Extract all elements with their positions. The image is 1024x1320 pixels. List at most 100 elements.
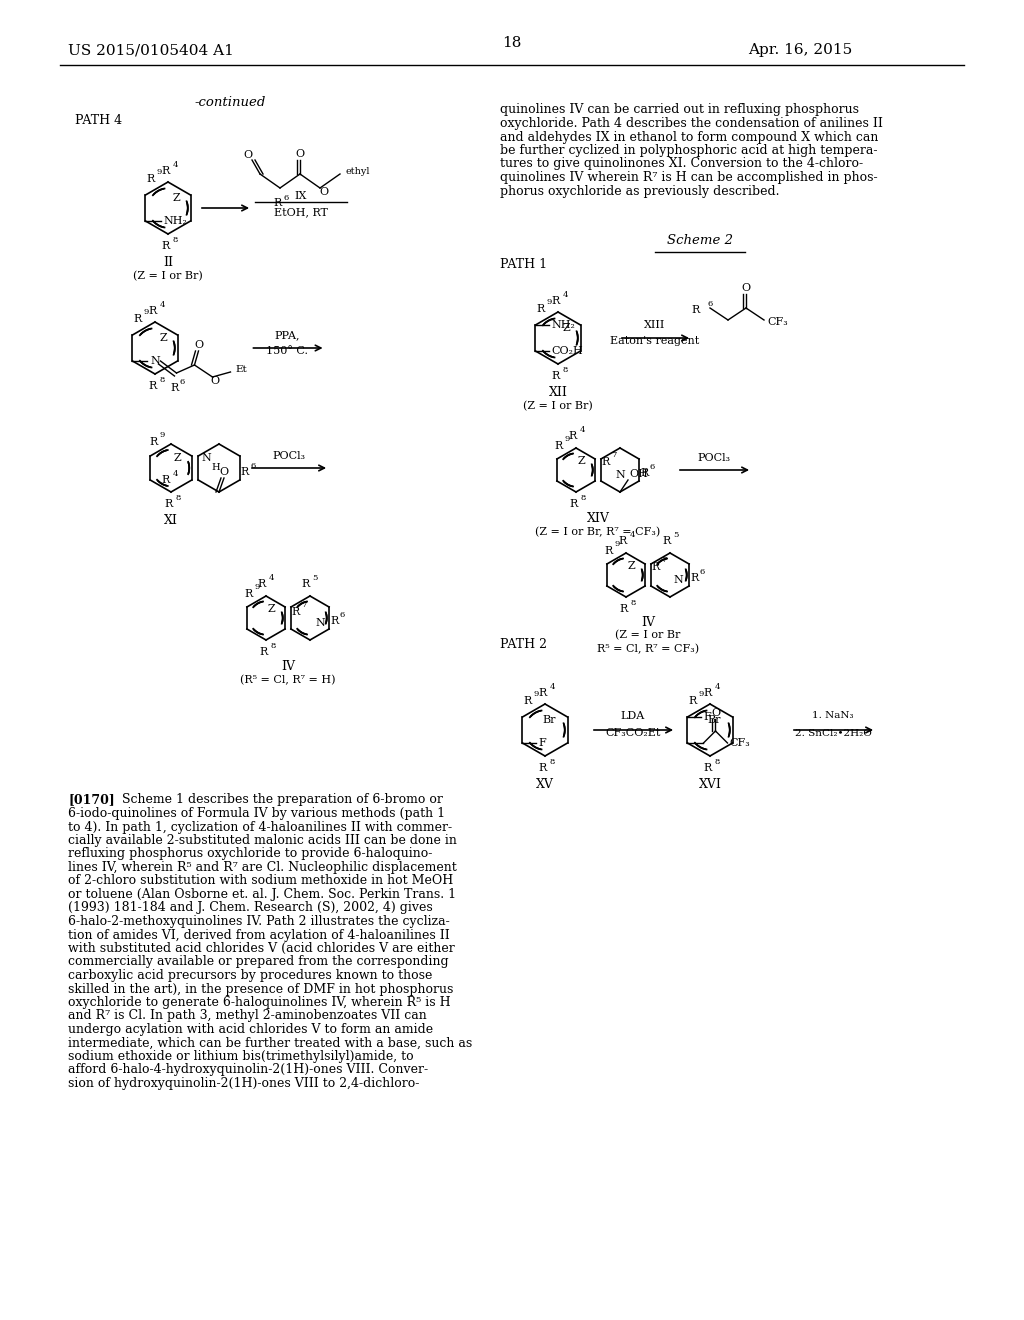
Text: 1. NaN₃: 1. NaN₃ <box>812 711 854 721</box>
Text: Scheme 1 describes the preparation of 6-bromo or: Scheme 1 describes the preparation of 6-… <box>114 793 442 807</box>
Text: 8: 8 <box>631 599 636 607</box>
Text: oxychloride to generate 6-haloquinolines IV, wherein R⁵ is H: oxychloride to generate 6-haloquinolines… <box>68 997 451 1008</box>
Text: Scheme 2: Scheme 2 <box>667 234 733 247</box>
Text: 6: 6 <box>649 463 654 471</box>
Text: ethyl: ethyl <box>346 168 371 177</box>
Text: NH₂: NH₂ <box>164 216 187 226</box>
Text: of 2-chloro substitution with sodium methoxide in hot MeOH: of 2-chloro substitution with sodium met… <box>68 874 454 887</box>
Text: 6: 6 <box>339 611 345 619</box>
Text: and R⁷ is Cl. In path 3, methyl 2-aminobenzoates VII can: and R⁷ is Cl. In path 3, methyl 2-aminob… <box>68 1010 427 1023</box>
Text: R: R <box>689 696 697 706</box>
Text: CO₂H: CO₂H <box>552 346 584 356</box>
Text: Et: Et <box>236 366 247 375</box>
Text: 8: 8 <box>715 758 720 766</box>
Text: R: R <box>663 536 671 546</box>
Text: skilled in the art), in the presence of DMF in hot phosphorus: skilled in the art), in the presence of … <box>68 982 454 995</box>
Text: R: R <box>292 607 300 616</box>
Text: O: O <box>219 467 228 477</box>
Text: undergo acylation with acid chlorides V to form an amide: undergo acylation with acid chlorides V … <box>68 1023 433 1036</box>
Text: PPA,: PPA, <box>274 330 300 341</box>
Text: R: R <box>555 441 563 451</box>
Text: N: N <box>151 356 160 366</box>
Text: 5: 5 <box>312 574 317 582</box>
Text: XIII: XIII <box>644 319 666 330</box>
Text: R: R <box>692 305 700 315</box>
Text: F: F <box>539 738 546 748</box>
Text: H: H <box>211 463 220 473</box>
Text: O: O <box>194 341 203 350</box>
Text: quinolines IV wherein R⁷ is H can be accomplished in phos-: quinolines IV wherein R⁷ is H can be acc… <box>500 172 878 183</box>
Text: or toluene (Alan Osborne et. al. J. Chem. Soc. Perkin Trans. 1: or toluene (Alan Osborne et. al. J. Chem… <box>68 888 456 902</box>
Text: Br: Br <box>543 715 556 725</box>
Text: R: R <box>690 573 698 583</box>
Text: R: R <box>703 763 712 774</box>
Text: 8: 8 <box>549 758 555 766</box>
Text: R: R <box>552 296 560 306</box>
Text: and aldehydes IX in ethanol to form compound X which can: and aldehydes IX in ethanol to form comp… <box>500 131 879 144</box>
Text: F: F <box>703 711 712 722</box>
Text: Apr. 16, 2015: Apr. 16, 2015 <box>748 44 852 57</box>
Text: 9: 9 <box>564 436 569 444</box>
Text: O: O <box>319 187 329 197</box>
Text: POCl₃: POCl₃ <box>697 453 730 463</box>
Text: O: O <box>711 708 720 718</box>
Text: 7: 7 <box>611 451 616 459</box>
Text: tion of amides VI, derived from acylation of 4-haloanilines II: tion of amides VI, derived from acylatio… <box>68 928 450 941</box>
Text: 4: 4 <box>172 161 178 169</box>
Text: 2. SnCl₂•2H₂O: 2. SnCl₂•2H₂O <box>795 729 871 738</box>
Text: R: R <box>703 688 712 698</box>
Text: 9: 9 <box>614 540 620 548</box>
Text: PATH 4: PATH 4 <box>75 114 122 127</box>
Text: N: N <box>315 618 325 628</box>
Text: 4: 4 <box>580 426 585 434</box>
Text: EtOH, RT: EtOH, RT <box>274 207 328 216</box>
Text: R: R <box>652 562 660 572</box>
Text: R: R <box>273 198 283 209</box>
Text: 150° C.: 150° C. <box>266 346 308 356</box>
Text: with substituted acid chlorides V (acid chlorides V are either: with substituted acid chlorides V (acid … <box>68 942 455 954</box>
Text: 6: 6 <box>708 300 714 308</box>
Text: OH: OH <box>629 469 648 479</box>
Text: 9: 9 <box>157 168 162 176</box>
Text: R: R <box>640 469 648 478</box>
Text: R: R <box>150 437 158 447</box>
Text: 9: 9 <box>254 583 260 591</box>
Text: N: N <box>673 576 683 585</box>
Text: R: R <box>539 688 547 698</box>
Text: -continued: -continued <box>195 95 265 108</box>
Text: XIV: XIV <box>587 511 609 524</box>
Text: 9: 9 <box>534 690 539 698</box>
Text: R: R <box>260 647 268 657</box>
Text: refluxing phosphorus oxychloride to provide 6-haloquino-: refluxing phosphorus oxychloride to prov… <box>68 847 432 861</box>
Text: POCl₃: POCl₃ <box>272 451 305 461</box>
Text: 6: 6 <box>180 378 185 385</box>
Text: N: N <box>615 470 625 480</box>
Text: quinolines IV can be carried out in refluxing phosphorus: quinolines IV can be carried out in refl… <box>500 103 859 116</box>
Text: 8: 8 <box>581 494 586 502</box>
Text: R: R <box>302 579 310 589</box>
Text: XII: XII <box>549 385 567 399</box>
Text: R: R <box>170 383 178 393</box>
Text: R: R <box>162 475 170 484</box>
Text: R: R <box>605 546 613 556</box>
Text: LDA: LDA <box>621 711 645 721</box>
Text: 8: 8 <box>562 366 567 374</box>
Text: 18: 18 <box>503 36 521 50</box>
Text: CF₃CO₂Et: CF₃CO₂Et <box>605 729 660 738</box>
Text: carboxylic acid precursors by procedures known to those: carboxylic acid precursors by procedures… <box>68 969 432 982</box>
Text: R: R <box>618 536 627 546</box>
Text: O: O <box>210 376 219 385</box>
Text: PATH 2: PATH 2 <box>500 639 547 652</box>
Text: R: R <box>162 166 170 176</box>
Text: 4: 4 <box>160 301 165 309</box>
Text: R: R <box>620 605 628 614</box>
Text: IV: IV <box>281 660 295 672</box>
Text: 8: 8 <box>160 376 165 384</box>
Text: R: R <box>241 467 249 477</box>
Text: 6: 6 <box>250 462 255 470</box>
Text: [0170]: [0170] <box>68 793 115 807</box>
Text: NH₂: NH₂ <box>552 319 575 330</box>
Text: Z: Z <box>578 455 585 466</box>
Text: 9: 9 <box>547 298 552 306</box>
Text: R: R <box>602 457 610 467</box>
